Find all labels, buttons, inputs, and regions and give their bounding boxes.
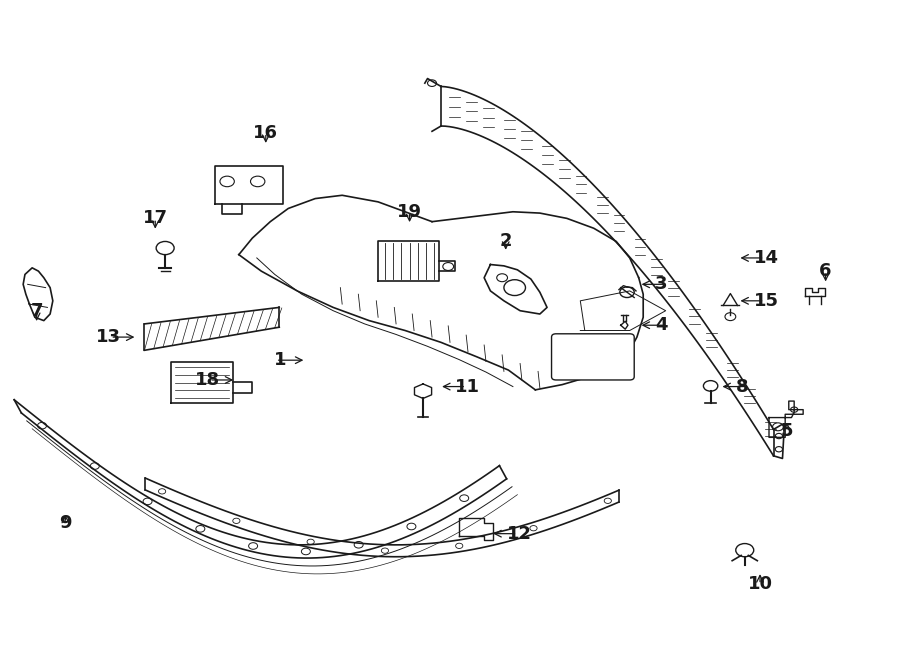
Text: 2: 2 xyxy=(500,233,512,251)
Text: 3: 3 xyxy=(655,276,668,293)
FancyBboxPatch shape xyxy=(552,334,634,380)
Text: 1: 1 xyxy=(274,351,286,369)
Text: 13: 13 xyxy=(96,328,122,346)
Text: 4: 4 xyxy=(655,316,668,334)
Text: 9: 9 xyxy=(59,514,72,532)
Text: 18: 18 xyxy=(194,371,220,389)
Text: 17: 17 xyxy=(143,210,167,227)
Text: 6: 6 xyxy=(819,262,832,280)
Text: 16: 16 xyxy=(253,124,278,141)
Text: 15: 15 xyxy=(753,292,778,310)
Text: 14: 14 xyxy=(753,249,778,267)
Text: 10: 10 xyxy=(748,576,772,594)
Text: 11: 11 xyxy=(455,377,481,395)
Text: 12: 12 xyxy=(507,525,532,543)
Text: 5: 5 xyxy=(780,422,793,440)
Text: 19: 19 xyxy=(397,203,422,221)
Text: 7: 7 xyxy=(31,301,43,320)
Text: 8: 8 xyxy=(736,377,749,395)
